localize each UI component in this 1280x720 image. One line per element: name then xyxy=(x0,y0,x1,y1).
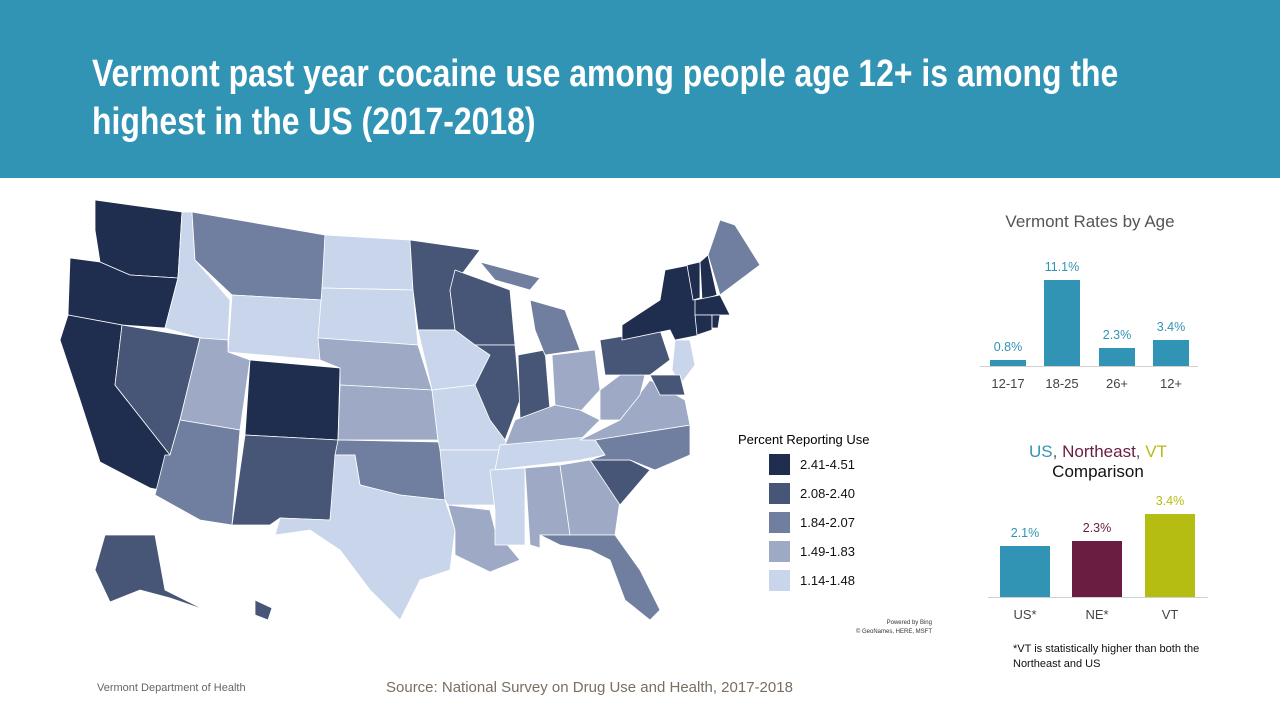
bar xyxy=(1044,280,1080,366)
map-credit-sources: © GeoNames, HERE, MSFT xyxy=(855,629,932,635)
state-ma xyxy=(694,294,731,316)
x-axis-line xyxy=(988,597,1208,598)
legend-swatch xyxy=(769,540,790,562)
legend-item: 1.49-1.83 xyxy=(769,540,855,562)
legend-item: 2.08-2.40 xyxy=(769,482,855,504)
data-label: 3.4% xyxy=(1155,494,1185,508)
legend-label: 1.14-1.48 xyxy=(800,572,855,588)
data-label: 2.1% xyxy=(1010,525,1040,540)
legend-swatch xyxy=(769,453,790,475)
legend-swatch xyxy=(769,482,790,504)
state-ri xyxy=(711,314,721,329)
category-label: 12-17 xyxy=(991,376,1025,391)
state-de xyxy=(649,374,686,396)
bar xyxy=(1145,514,1195,597)
title-ne: Northeast xyxy=(1062,442,1136,461)
state-nm xyxy=(231,434,339,526)
data-label: 11.1% xyxy=(1044,260,1080,274)
bar xyxy=(1153,339,1189,366)
slide-title: Vermont past year cocaine use among peop… xyxy=(92,53,1119,143)
state-vt xyxy=(686,261,701,301)
state-nd xyxy=(321,234,414,291)
state-az xyxy=(154,419,241,526)
legend-swatch xyxy=(769,569,790,591)
state-oh xyxy=(551,349,601,413)
state-hi xyxy=(254,599,273,621)
legend-label: 1.84-2.07 xyxy=(800,514,855,530)
state-tx xyxy=(274,454,456,621)
comparison-chart-title: US, Northeast, VT Comparison xyxy=(978,442,1218,482)
state-co xyxy=(244,359,341,441)
legend-label: 1.49-1.83 xyxy=(800,543,855,559)
legend-item: 1.84-2.07 xyxy=(769,511,855,533)
state-ga xyxy=(559,459,621,536)
title-us: US xyxy=(1029,442,1053,461)
state-me xyxy=(707,219,761,296)
category-label: 26+ xyxy=(1105,376,1129,391)
state-mi xyxy=(478,261,541,291)
state-ks xyxy=(337,384,439,441)
title-comparison: Comparison xyxy=(1052,462,1144,481)
state-mi xyxy=(529,299,581,356)
state-wy xyxy=(227,294,323,361)
state-ct xyxy=(694,314,713,336)
state-fl xyxy=(539,534,661,621)
x-axis-line xyxy=(980,366,1198,367)
footer-source: Source: National Survey on Drug Use and … xyxy=(386,679,793,696)
legend-title: Percent Reporting Use xyxy=(738,432,870,447)
state-nj xyxy=(671,339,696,386)
bar xyxy=(1099,348,1135,366)
footer-org: Vermont Department of Health xyxy=(97,682,246,694)
data-label: 3.4% xyxy=(1156,319,1186,334)
state-il xyxy=(473,344,521,441)
bar xyxy=(1072,540,1122,597)
map-credit: Powered by Bing xyxy=(886,620,932,626)
legend-label: 2.08-2.40 xyxy=(800,485,855,501)
bar xyxy=(1000,545,1050,597)
legend-label: 2.41-4.51 xyxy=(800,456,855,472)
bar xyxy=(990,359,1026,366)
title-sep: , xyxy=(1135,442,1146,461)
state-sd xyxy=(317,287,419,346)
data-label: 0.8% xyxy=(993,339,1023,354)
title-banner: Vermont past year cocaine use among peop… xyxy=(0,0,1280,178)
state-ar xyxy=(439,449,506,506)
data-label: 2.3% xyxy=(1082,520,1112,535)
state-ny xyxy=(621,264,701,341)
legend-swatch xyxy=(769,511,790,533)
state-ms xyxy=(489,467,526,546)
legend-item: 2.41-4.51 xyxy=(769,453,855,475)
state-la xyxy=(447,504,521,573)
us-choropleth-map xyxy=(59,199,761,621)
category-label: US* xyxy=(1013,607,1037,622)
state-ak xyxy=(94,534,206,611)
state-nh xyxy=(699,254,718,301)
category-label: NE* xyxy=(1085,607,1109,622)
category-label: 18-25 xyxy=(1045,376,1079,391)
category-label: 12+ xyxy=(1159,376,1183,391)
legend-item: 1.14-1.48 xyxy=(769,569,855,591)
age-chart-title: Vermont Rates by Age xyxy=(1005,212,1175,231)
significance-note: *VT is statistically higher than both th… xyxy=(1013,643,1200,670)
title-vt: VT xyxy=(1145,442,1167,461)
category-label: VT xyxy=(1161,607,1179,622)
title-sep: , xyxy=(1052,442,1063,461)
data-label: 2.3% xyxy=(1102,328,1132,343)
